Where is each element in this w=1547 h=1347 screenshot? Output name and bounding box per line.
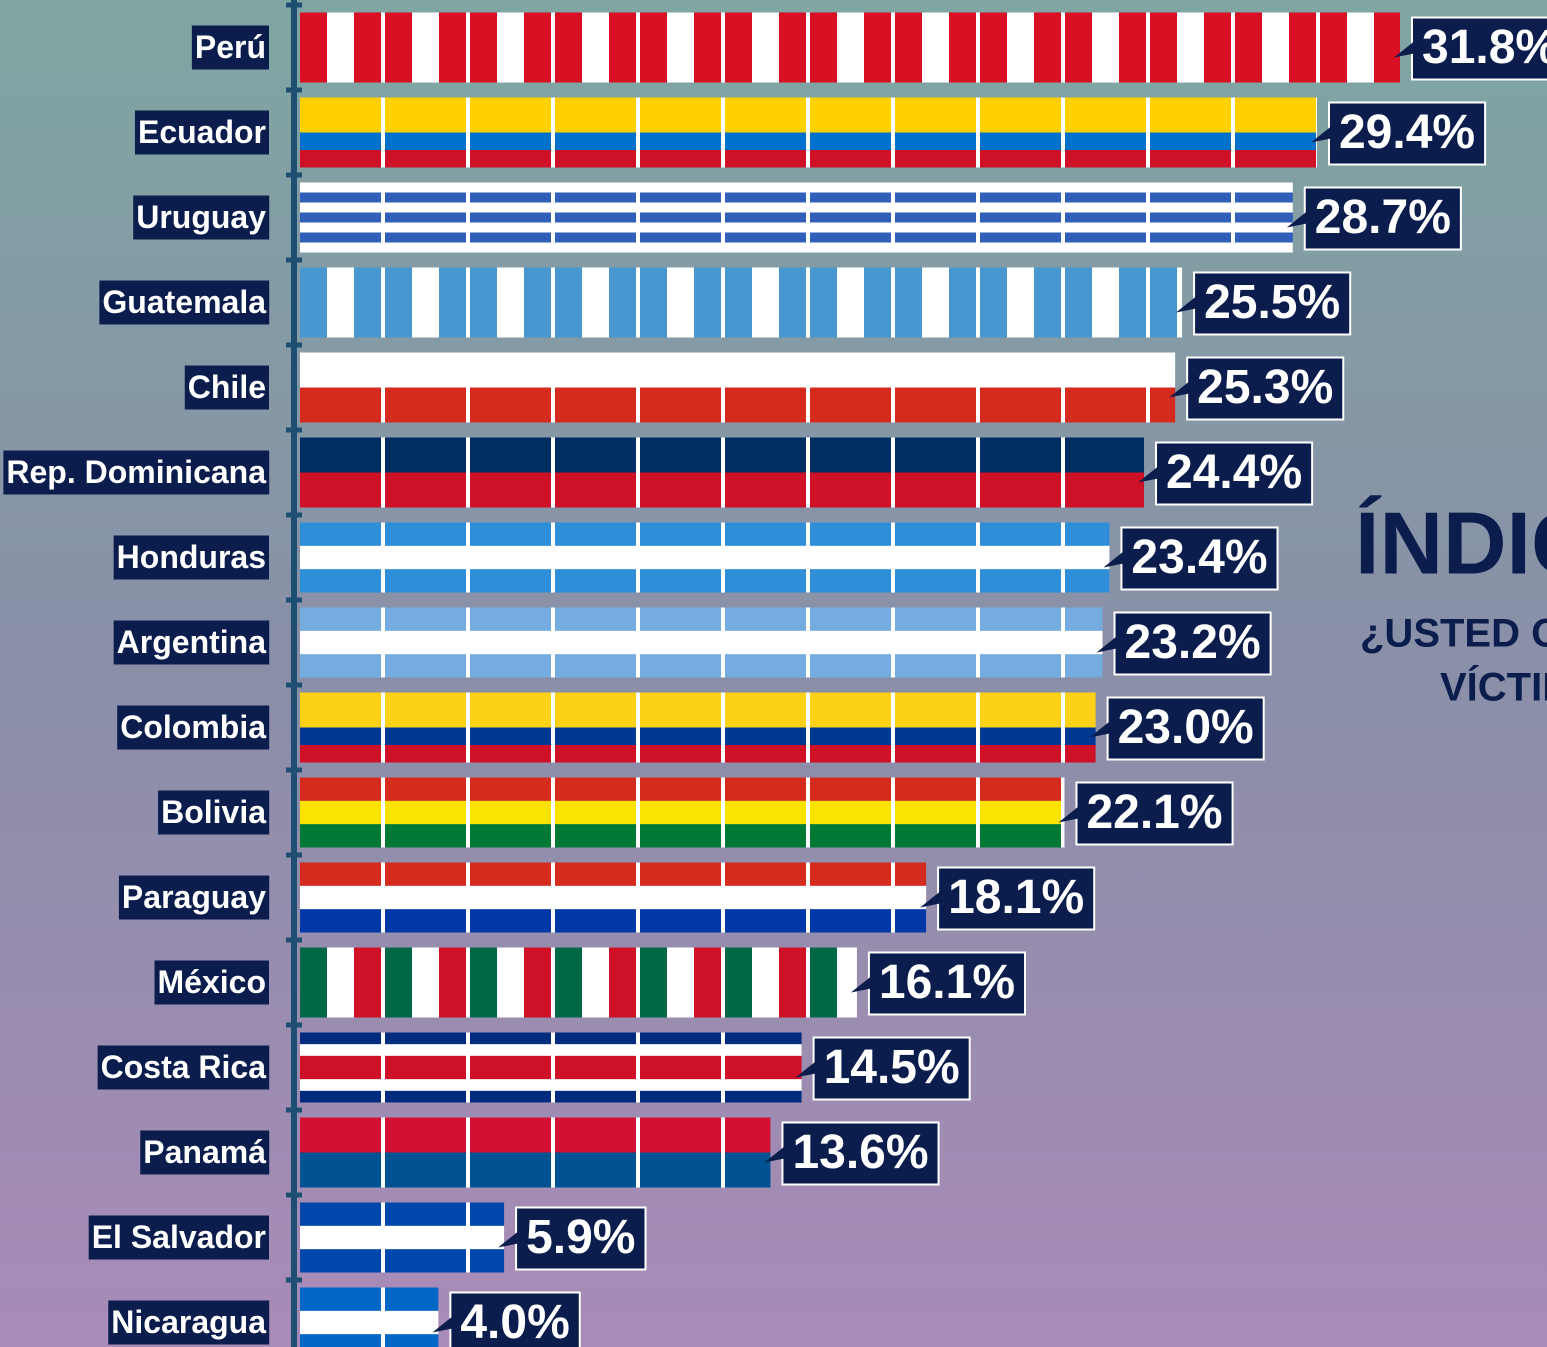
data-label-box [1113,611,1272,676]
label-box [158,790,270,835]
bar [300,182,1293,253]
data-label-pointer [1089,721,1110,738]
y-tick-label: Guatemala [102,284,266,320]
bar [300,1287,439,1347]
data-label-pointer [1096,636,1117,653]
data-label: 13.6% [792,1126,928,1179]
y-tick-label: Nicaragua [111,1304,266,1340]
y-tick-label: Perú [195,29,266,65]
y-tick-label: Argentina [117,624,267,660]
data-label: 5.9% [526,1211,635,1264]
annotation: VÍCTIM [1440,665,1547,710]
data-label-pointer [1138,466,1159,483]
data-label: 18.1% [948,871,1084,924]
y-tick-label: Bolivia [161,794,266,830]
data-label-pointer [1394,41,1414,58]
label-box [140,1130,270,1175]
label-box [118,875,270,920]
label-box [3,450,270,495]
data-label: 25.3% [1197,361,1333,414]
data-label-box [781,1121,940,1186]
label-box [117,705,270,750]
data-label-pointer [1310,126,1331,143]
label-box [88,1215,269,1260]
bar [300,522,1110,593]
y-tick-label: El Salvador [92,1219,266,1255]
data-label-pointer [850,976,871,993]
data-label-box [1193,271,1352,336]
y-tick-label: Paraguay [122,879,266,915]
bar [300,607,1103,678]
data-label: 23.2% [1125,616,1261,669]
data-label: 23.0% [1118,701,1254,754]
label-box [99,280,270,325]
bar [300,862,927,933]
data-label-pointer [498,1231,519,1248]
y-tick-label: Uruguay [136,199,266,235]
label-box [154,960,269,1005]
bar [300,1202,505,1273]
data-label-pointer [795,1061,816,1078]
bar [300,1117,771,1188]
label-box [113,620,270,665]
bar [300,777,1065,848]
data-label: 24.4% [1166,446,1302,499]
data-label-pointer [1103,551,1124,568]
bar [300,692,1096,763]
label-box [133,195,270,240]
data-label-pointer [764,1146,785,1163]
data-label-pointer [432,1316,453,1333]
data-label-box [449,1291,581,1347]
data-label: 31.8% [1422,21,1547,74]
data-label: 22.1% [1086,786,1222,839]
data-label-box [937,866,1096,931]
label-box [97,1045,270,1090]
data-label: 28.7% [1315,191,1451,244]
bar [300,267,1183,338]
data-label-pointer [1058,806,1079,823]
data-label: 23.4% [1131,531,1267,584]
data-label-box [867,951,1027,1016]
data-label: 4.0% [460,1296,569,1347]
data-label: 29.4% [1339,106,1475,159]
data-label-box [1327,101,1487,166]
bar [300,97,1317,168]
y-tick-label: Chile [188,369,266,405]
y-tick-label: Honduras [117,539,266,575]
y-tick-label: Ecuador [138,114,266,150]
label-box [113,535,269,580]
label-box [191,25,269,70]
bar [300,1032,802,1103]
data-label-box [515,1206,647,1271]
y-tick-label: Colombia [120,709,266,745]
y-tick-label: Panamá [143,1134,266,1170]
data-label-pointer [1286,211,1307,228]
data-label-box [1075,781,1234,846]
y-tick-label: Costa Rica [101,1049,267,1085]
y-tick-label: México [158,964,266,1000]
bar [300,12,1400,83]
data-label: 16.1% [879,956,1015,1009]
label-box [184,365,269,410]
data-label: 25.5% [1204,276,1340,329]
label-box [134,110,269,155]
chart-subtitle: ¿USTED O [1360,612,1547,656]
chart-title: ÍNDIC [1355,493,1547,592]
data-label-pointer [1169,381,1190,398]
bar [300,437,1145,508]
data-label-box [1106,696,1265,761]
data-label-pointer [920,891,941,908]
label-box [108,1300,270,1345]
bar [300,352,1176,423]
y-tick-label: Rep. Dominicana [6,454,266,490]
data-label-box [1155,441,1314,506]
data-label: 14.5% [824,1041,960,1094]
data-label-pointer [1176,296,1197,313]
bar [300,947,857,1018]
